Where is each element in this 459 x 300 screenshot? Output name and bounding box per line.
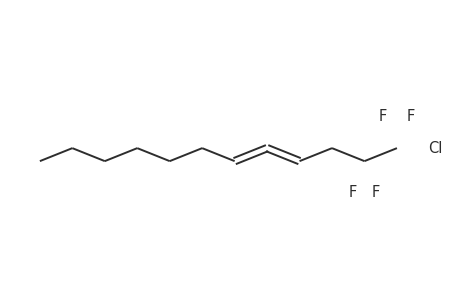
Text: F: F xyxy=(371,185,380,200)
Text: Cl: Cl xyxy=(427,141,442,156)
Text: F: F xyxy=(348,185,356,200)
Text: F: F xyxy=(406,109,414,124)
Text: F: F xyxy=(378,109,386,124)
